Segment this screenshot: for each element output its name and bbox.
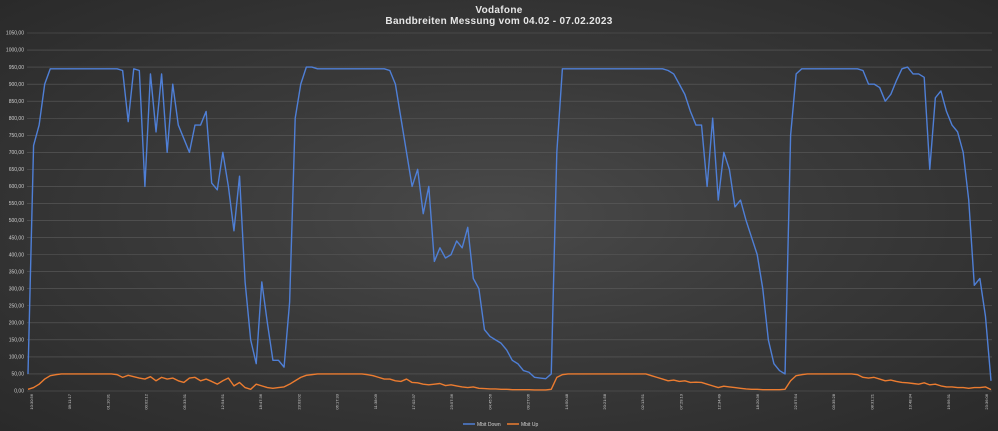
y-tick-label: 550,00 [9,201,25,207]
x-tick-label: 04:45:56 [487,393,492,409]
x-tick-label: 23:03:02 [296,393,301,409]
y-tick-label: 300,00 [9,286,25,292]
y-tick-label: 50,00 [11,372,24,378]
y-tick-label: 250,00 [9,303,25,309]
y-tick-label: 800,00 [9,116,25,122]
x-tick-label: 22:57:54 [793,393,798,409]
x-tick-label: 12:54:51 [220,393,225,409]
y-tick-label: 200,00 [9,321,25,327]
y-tick-label: 850,00 [9,99,25,105]
x-tick-label: 23:57:36 [449,393,454,409]
legend-label-up: Mbit Up [521,422,538,428]
x-tick-label: 05:33:31 [182,393,187,409]
x-tick-label: 09:27:06 [526,393,531,409]
y-tick-label: 400,00 [9,252,25,258]
x-tick-label: 13:48:34 [908,393,913,409]
y-tick-label: 350,00 [9,269,25,275]
y-tick-label: 1000,00 [6,48,24,54]
x-tick-label: 01:10:31 [105,393,110,409]
chart-title: Vodafone [475,5,523,16]
y-tick-label: 650,00 [9,167,25,173]
x-tick-label: 09:11:17 [67,393,72,409]
x-tick-label: 08:31:21 [869,393,874,409]
x-tick-label: 06:17:33 [335,393,340,409]
y-tick-label: 450,00 [9,235,25,241]
y-tick-label: 700,00 [9,150,25,156]
x-tick-label: 14:50:48 [564,393,569,409]
x-tick-label: 20:21:58 [602,393,607,409]
x-tick-label: 18:47:36 [258,393,263,409]
y-tick-label: 750,00 [9,133,25,139]
y-tick-label: 500,00 [9,218,25,224]
x-tick-label: 03:35:28 [831,393,836,409]
x-tick-label: 10:30:56 [29,393,34,409]
x-tick-label: 18:20:36 [755,393,760,409]
x-tick-label: 23:36:06 [984,393,989,409]
y-tick-label: 950,00 [9,65,25,71]
y-tick-label: 150,00 [9,338,25,344]
x-tick-label: 12:34:49 [717,393,722,409]
series-line-mbit-down [27,66,992,381]
x-tick-label: 07:29:13 [678,393,683,409]
x-tick-label: 00:02:12 [144,393,149,409]
legend-label-down: Mbit Down [477,422,501,428]
x-tick-label: 02:13:51 [640,393,645,409]
y-tick-label: 1050,00 [6,31,24,37]
chart-subtitle: Bandbreiten Messung vom 04.02 - 07.02.20… [385,16,613,27]
y-tick-label: 900,00 [9,82,25,88]
y-tick-label: 100,00 [9,355,25,361]
y-tick-label: 600,00 [9,184,25,190]
x-tick-label: 19:56:31 [946,393,951,409]
x-tick-label: 11:38:09 [373,393,378,409]
series-line-mbit-up [27,373,992,391]
x-tick-label: 17:02:37 [411,393,416,409]
y-tick-label: 0,00 [14,389,24,395]
